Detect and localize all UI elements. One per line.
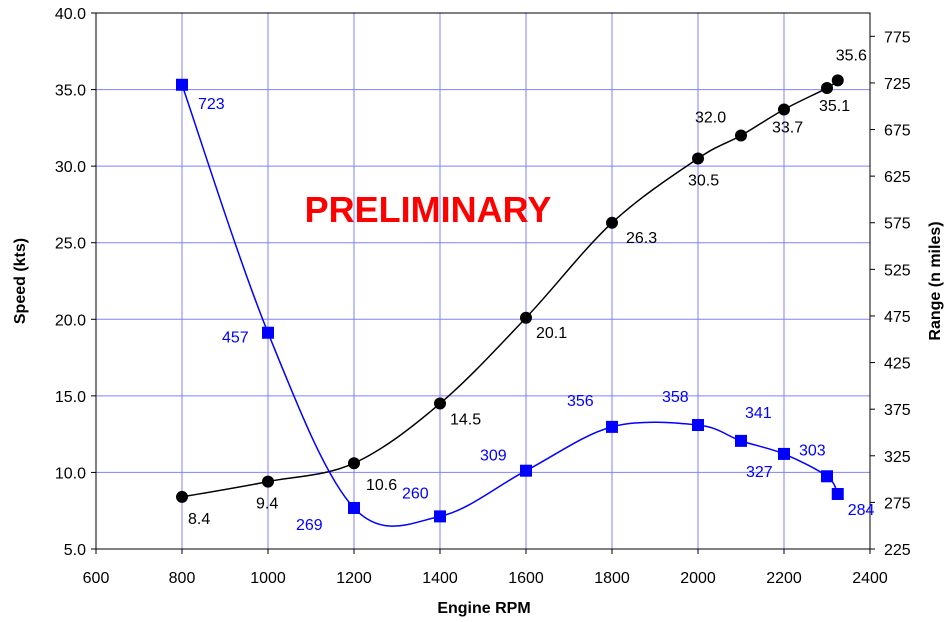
range-point <box>520 464 532 477</box>
range-point <box>262 326 274 339</box>
y-axis-label: Speed (kts) <box>12 238 29 324</box>
y-tick-label: 5.0 <box>64 542 86 559</box>
speed-data-label: 9.4 <box>256 496 278 513</box>
speed-point <box>735 129 747 142</box>
y-tick-label: 10.0 <box>55 465 86 482</box>
range-point <box>692 419 704 432</box>
range-point <box>606 420 618 433</box>
y2-tick-label: 275 <box>884 495 911 512</box>
y2-tick-label: 725 <box>884 76 911 93</box>
series-line-speed <box>181 79 839 498</box>
x-tick-label: 600 <box>83 570 110 587</box>
y2-tick-label: 775 <box>884 29 911 46</box>
gridlines <box>96 13 870 549</box>
y2-tick-label: 375 <box>884 402 911 419</box>
range-data-label: 341 <box>745 405 772 422</box>
speed-point <box>520 311 532 324</box>
series-line-range <box>181 84 839 527</box>
speed-point <box>176 490 188 503</box>
y2-tick-label: 425 <box>884 356 911 373</box>
range-point <box>434 510 446 523</box>
range-point <box>348 501 360 514</box>
speed-data-label: 8.4 <box>188 511 210 528</box>
speed-point <box>831 74 844 87</box>
speed-data-label: 35.6 <box>836 47 867 64</box>
y2-tick-label: 475 <box>884 309 911 326</box>
range-point <box>735 434 747 447</box>
range-data-label: 327 <box>746 464 773 481</box>
range-data-label: 309 <box>480 448 507 465</box>
axis-ticks: 600 800 1000 1200 1400 1600 1800 2000 2200 2400 5.… <box>55 6 911 587</box>
range-point <box>176 78 188 91</box>
y2-axis-label: Range (n miles) <box>927 221 944 340</box>
range-point <box>778 447 790 460</box>
speed-data-label: 10.6 <box>366 477 397 494</box>
speed-data-label: 35.1 <box>819 98 850 115</box>
x-tick-label: 1000 <box>250 570 286 587</box>
range-data-label: 356 <box>567 393 594 410</box>
speed-data-label: 32.0 <box>695 110 726 127</box>
x-tick-label: 800 <box>169 570 196 587</box>
x-tick-label: 2000 <box>680 570 716 587</box>
series-layer: 8.4 9.4 10.6 14.5 20.1 26.3 30.5 32.0 33.7 35.1 35… <box>176 47 875 534</box>
speed-point <box>348 457 360 470</box>
range-data-label: 723 <box>198 96 225 113</box>
speed-point <box>434 397 446 410</box>
x-tick-label: 1600 <box>508 570 544 587</box>
x-tick-label: 1400 <box>422 570 458 587</box>
speed-data-label: 33.7 <box>772 119 803 136</box>
y-tick-label: 20.0 <box>55 312 86 329</box>
speed-point <box>692 152 704 165</box>
y-tick-label: 25.0 <box>55 236 86 253</box>
x-tick-label: 2400 <box>852 570 888 587</box>
x-axis-label: Engine RPM <box>437 600 530 617</box>
range-data-label: 284 <box>848 502 875 519</box>
x-tick-label: 1200 <box>336 570 372 587</box>
x-tick-label: 1800 <box>594 570 630 587</box>
speed-data-label: 26.3 <box>626 230 657 247</box>
speed-data-label: 30.5 <box>688 172 719 189</box>
speed-point <box>821 82 833 95</box>
range-data-label: 457 <box>222 330 249 347</box>
preliminary-annotation: PRELIMINARY <box>305 189 552 230</box>
y2-tick-label: 525 <box>884 262 911 279</box>
speed-point <box>778 103 790 116</box>
speed-point <box>262 475 274 488</box>
plot-frame <box>95 12 871 550</box>
range-data-label: 358 <box>662 389 689 406</box>
range-point <box>831 488 844 501</box>
speed-data-label: 20.1 <box>536 325 567 342</box>
range-data-label: 303 <box>799 442 826 459</box>
speed-data-label: 14.5 <box>450 412 481 429</box>
x-tick-label: 2200 <box>766 570 802 587</box>
y2-tick-label: 675 <box>884 123 911 140</box>
y2-tick-label: 575 <box>884 216 911 233</box>
range-data-label: 260 <box>402 485 429 502</box>
y-tick-label: 35.0 <box>55 83 86 100</box>
range-data-label: 269 <box>296 517 323 534</box>
speed-point <box>606 216 618 229</box>
y-tick-label: 40.0 <box>55 6 86 23</box>
y2-tick-label: 625 <box>884 169 911 186</box>
y2-tick-label: 225 <box>884 542 911 559</box>
y2-tick-label: 325 <box>884 449 911 466</box>
range-point <box>821 470 833 483</box>
y-tick-label: 30.0 <box>55 159 86 176</box>
y-tick-label: 15.0 <box>55 389 86 406</box>
